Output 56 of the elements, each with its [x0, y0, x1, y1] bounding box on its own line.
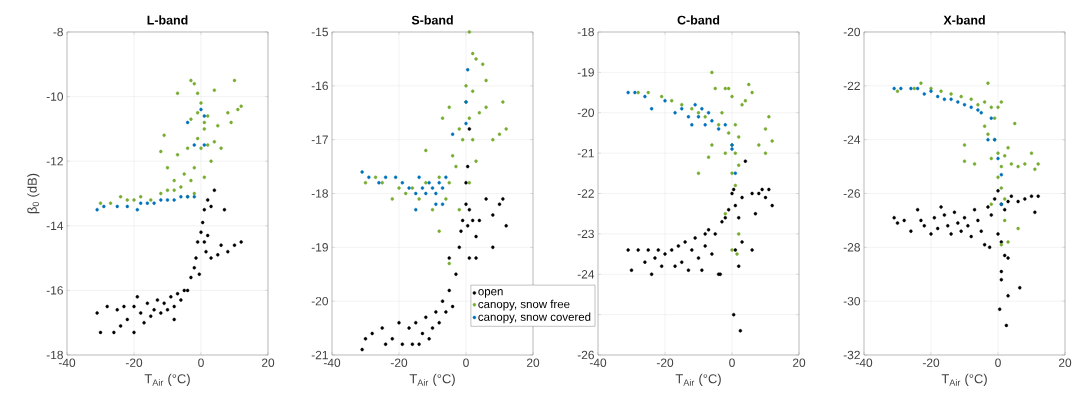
y-tick-label: -24 — [843, 135, 861, 144]
chart-title: L-band — [147, 15, 188, 25]
y-tick-label: -20 — [577, 108, 595, 117]
x-tick-label: -20 — [922, 358, 940, 367]
y-tick-label: -16 — [46, 286, 63, 295]
x-tick-label: 0 — [729, 358, 735, 367]
y-tick-label: -24 — [577, 270, 595, 279]
y-tick-label: -18 — [46, 350, 63, 360]
x-tick-label: -20 — [390, 358, 408, 367]
y-tick-label: -22 — [843, 81, 860, 90]
x-tick-label: -40 — [323, 358, 341, 367]
chart-title: C-band — [677, 15, 720, 25]
x-tick-label: -40 — [855, 358, 873, 367]
x-tick-label: 20 — [1058, 358, 1072, 367]
y-tick-label: -20 — [843, 27, 861, 37]
legend-label: canopy, snow free — [478, 299, 570, 311]
x-tick-label: 0 — [463, 358, 469, 367]
chart-title: X-band — [943, 15, 985, 25]
y-tick-label: -30 — [843, 296, 861, 306]
y-tick-label: -20 — [311, 296, 329, 306]
legend-label: open — [478, 289, 503, 298]
x-tick-label: 0 — [995, 358, 1001, 367]
y-tick-label: -15 — [311, 27, 328, 37]
legend-label: canopy, snow covered — [478, 312, 591, 324]
y-tick-label: -32 — [843, 350, 860, 360]
y-tick-label: -17 — [311, 135, 328, 144]
y-tick-label: -16 — [311, 81, 328, 91]
chart-title: S-band — [411, 15, 453, 25]
y-tick-label: -18 — [577, 27, 594, 37]
x-tick-label: -20 — [656, 358, 674, 367]
y-tick-label: -14 — [46, 221, 64, 230]
y-tick-label: -28 — [843, 243, 860, 252]
x-axis-title: T$_{Air}$ (°C) — [675, 373, 721, 386]
y-tick-label: -19 — [577, 68, 594, 77]
y-tick-label: -22 — [577, 189, 594, 198]
x-tick-label: 0 — [198, 358, 204, 367]
y-tick-label: -21 — [577, 148, 594, 158]
x-axis-title: T$_{Air}$ (°C) — [144, 373, 190, 386]
y-tick-label: -21 — [311, 350, 328, 360]
y-tick-label: -26 — [577, 350, 594, 360]
x-axis-title: T$_{Air}$ (°C) — [941, 373, 987, 386]
x-tick-label: 20 — [526, 358, 540, 367]
x-tick-label: -40 — [589, 358, 607, 367]
y-tick-label: -8 — [53, 27, 63, 37]
y-tick-label: -18 — [311, 189, 328, 198]
x-tick-label: 20 — [792, 358, 806, 367]
x-tick-label: -20 — [125, 358, 143, 367]
y-tick-label: -10 — [46, 92, 64, 101]
y-tick-label: -19 — [311, 243, 328, 252]
y-tick-label: -12 — [46, 157, 63, 166]
x-tick-label: -40 — [58, 358, 76, 367]
y-tick-label: -23 — [577, 229, 594, 239]
y-axis-title: β$_{0}$ (dB) — [27, 173, 40, 214]
x-axis-title: T$_{Air}$ (°C) — [409, 373, 455, 386]
x-tick-label: 20 — [261, 358, 275, 367]
y-tick-label: -26 — [843, 189, 860, 198]
